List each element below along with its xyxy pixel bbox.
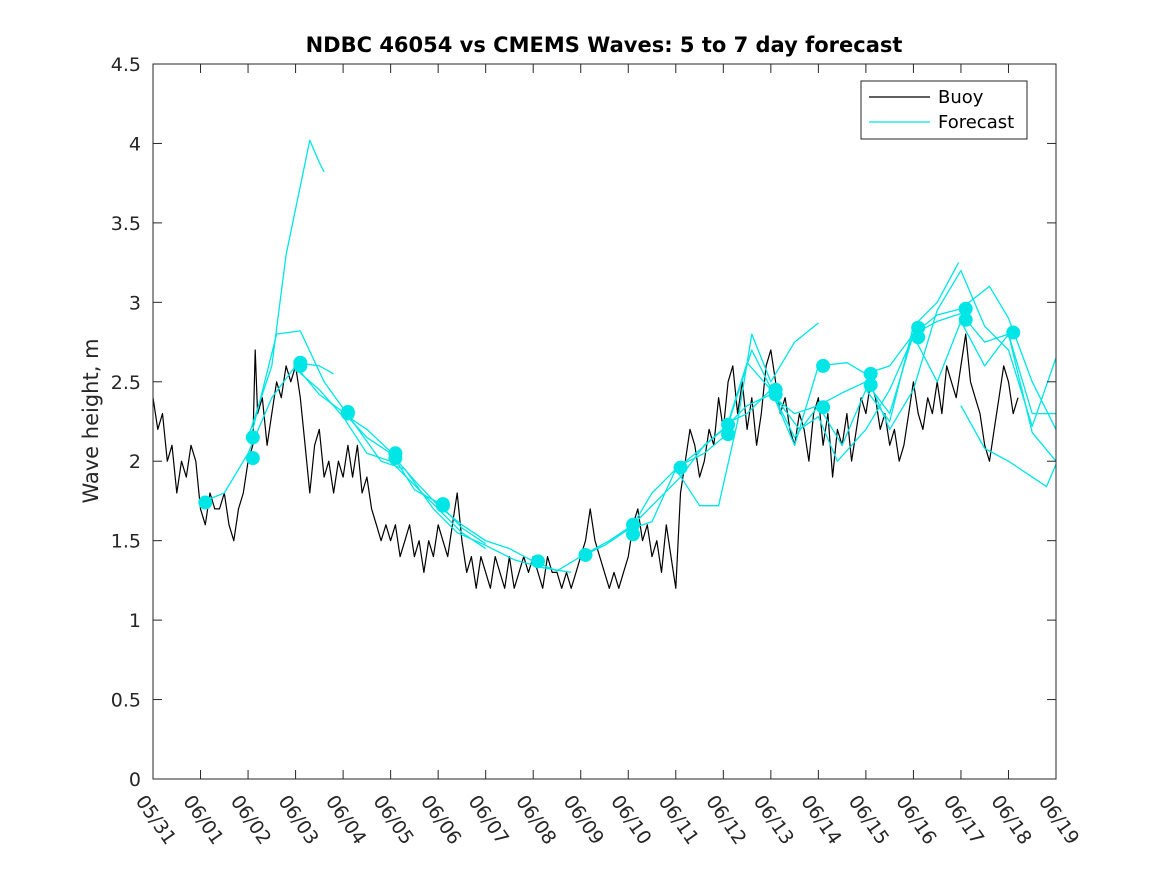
forecast-marker [388, 446, 403, 461]
chart-title: NDBC 46054 vs CMEMS Waves: 5 to 7 day fo… [306, 33, 903, 57]
forecast-marker [816, 400, 831, 415]
forecast-marker [863, 377, 878, 392]
forecast-line [247, 139, 325, 438]
y-axis-label: Wave height, m [79, 338, 103, 503]
y-tick-label: 2 [129, 451, 141, 473]
forecast-marker [578, 547, 593, 562]
forecast-marker [863, 366, 878, 381]
forecast-line [342, 413, 487, 545]
forecast-marker [435, 498, 450, 513]
forecast-marker [245, 451, 260, 466]
y-tick-label: 4 [129, 133, 141, 155]
forecast-marker [530, 554, 545, 569]
forecast-marker [1006, 325, 1021, 340]
y-tick-label: 3.5 [111, 213, 141, 235]
forecast-marker [626, 517, 641, 532]
legend-label-forecast: Forecast [938, 112, 1014, 133]
forecast-marker [340, 404, 355, 419]
forecast-marker [293, 355, 308, 370]
forecast-line [960, 405, 1056, 488]
forecast-line [723, 262, 960, 446]
forecast-line [580, 320, 1056, 558]
forecast-marker [816, 358, 831, 373]
y-axis: 0 0.5 1 1.5 2 2.5 3 3.5 4 4.5 [111, 54, 1056, 791]
y-tick-label: 0.5 [111, 690, 141, 712]
y-tick-label: 1.5 [111, 531, 141, 553]
legend-box [860, 80, 1028, 140]
y-tick-label: 1 [129, 610, 141, 632]
forecast-marker [958, 301, 973, 316]
forecast-marker [245, 430, 260, 445]
y-tick-label: 3 [129, 292, 141, 314]
legend: Buoy Forecast [860, 80, 1028, 140]
forecast-markers [198, 301, 1021, 569]
forecast-marker [198, 495, 213, 510]
y-tick-label: 4.5 [111, 54, 141, 76]
y-tick-label: 2.5 [111, 372, 141, 394]
y-tick-label: 0 [129, 769, 141, 791]
axes-box [152, 63, 1057, 780]
forecast-marker [721, 417, 736, 432]
forecast-marker [768, 382, 783, 397]
forecast-marker [673, 460, 688, 475]
legend-label-buoy: Buoy [938, 87, 984, 108]
forecast-line [627, 322, 819, 534]
forecast-marker [911, 320, 926, 335]
forecast-marker [958, 312, 973, 327]
forecast-line [252, 330, 572, 574]
